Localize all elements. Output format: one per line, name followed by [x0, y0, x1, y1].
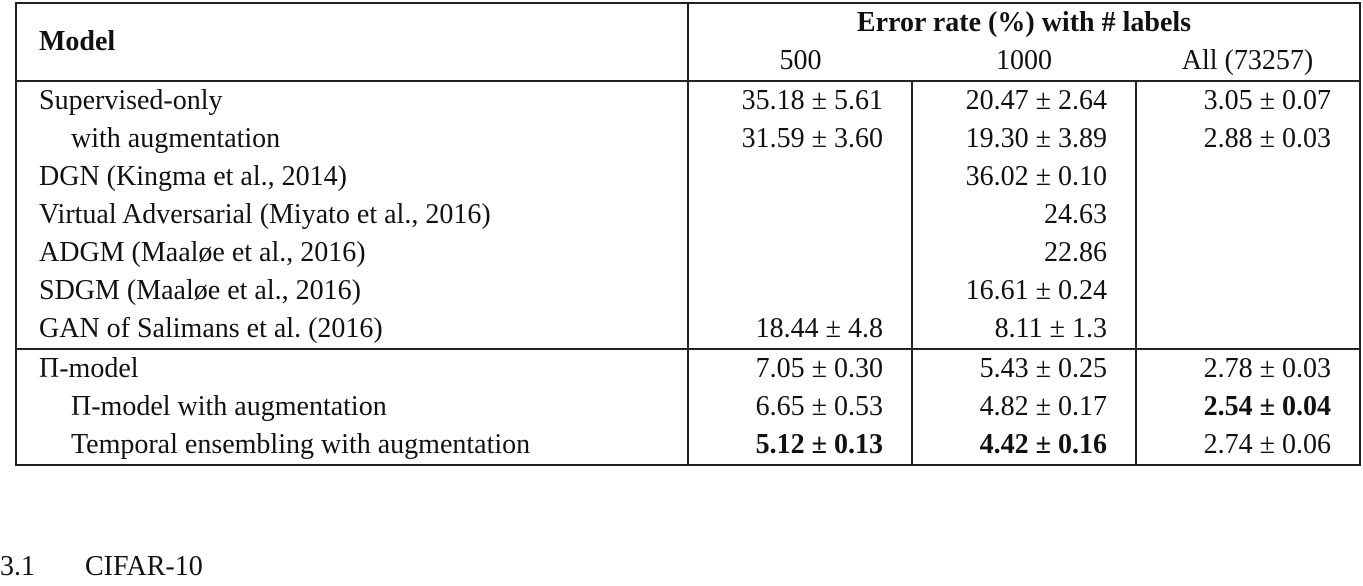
result-cell: 35.18 ± 5.61	[688, 81, 913, 120]
result-cell: 2.54 ± 0.04	[1203, 391, 1331, 422]
model-name: with augmentation	[16, 120, 689, 158]
result-cell	[1136, 272, 1360, 310]
section-heading: 3.1 CIFAR-10	[0, 548, 203, 586]
result-cell: 2.74 ± 0.06	[1203, 429, 1331, 460]
result-cell: 2.78 ± 0.03	[1136, 348, 1360, 388]
result-cell	[1136, 234, 1360, 272]
result-cell: 22.86	[912, 234, 1137, 272]
result-cell: 24.63	[912, 196, 1137, 234]
result-cell: 6.65 ± 0.53	[688, 388, 913, 426]
table-row: Π-model 7.05 ± 0.30 5.43 ± 0.25 2.78 ± 0.03	[16, 348, 1360, 388]
model-name: GAN of Salimans et al. (2016)	[16, 310, 689, 349]
result-cell: 16.61 ± 0.24	[912, 272, 1137, 310]
result-cell: 4.82 ± 0.17	[912, 388, 1137, 426]
table-row: Π-model with augmentation 6.65 ± 0.53 4.82…	[16, 388, 1360, 426]
section-number: 3.1	[0, 551, 35, 582]
column-header-row: 500 1000 All (73257)	[16, 42, 1360, 82]
result-cell	[1136, 310, 1360, 349]
result-cell: 18.44 ± 4.8	[688, 310, 913, 349]
table-body: Supervised-only 35.18 ± 5.61 20.47 ± 2.64 3…	[16, 81, 1360, 465]
header-row: Model Error rate (%) with # labels	[16, 3, 1360, 82]
table-row: Temporal ensembling with augmentation 5.1…	[16, 426, 1360, 465]
result-cell: 36.02 ± 0.10	[912, 158, 1137, 196]
result-cell	[1136, 158, 1360, 196]
model-header: Model	[16, 3, 689, 82]
table-row: with augmentation 31.59 ± 3.60 19.30 ± 3.8…	[16, 120, 1360, 158]
model-name: ADGM (Maaløe et al., 2016)	[16, 234, 689, 272]
result-cell: 31.59 ± 3.60	[688, 120, 913, 158]
result-cell: 20.47 ± 2.64	[912, 81, 1137, 120]
result-cell: 5.12 ± 0.13	[688, 426, 913, 465]
model-name: SDGM (Maaløe et al., 2016)	[16, 272, 689, 310]
results-table: Model Error rate (%) with # labels 500 1…	[15, 2, 1361, 466]
table-row: Supervised-only 35.18 ± 5.61 20.47 ± 2.64 3…	[16, 81, 1360, 120]
result-cell: 5.43 ± 0.25	[912, 348, 1137, 388]
model-name: Π-model	[16, 348, 689, 388]
table-row: DGN (Kingma et al., 2014) 36.02 ± 0.10	[16, 158, 1360, 196]
result-cell: 3.05 ± 0.07	[1203, 85, 1331, 116]
model-name: Virtual Adversarial (Miyato et al., 2016…	[16, 196, 689, 234]
model-name: DGN (Kingma et al., 2014)	[16, 158, 689, 196]
result-cell: 2.88 ± 0.03	[1203, 123, 1331, 154]
result-cell	[688, 196, 913, 234]
table-row: Virtual Adversarial (Miyato et al., 2016…	[16, 196, 1360, 234]
result-cell: 8.11 ± 1.3	[912, 310, 1137, 349]
result-cell: 19.30 ± 3.89	[912, 120, 1137, 158]
model-name: Π-model with augmentation	[16, 388, 689, 426]
result-cell	[688, 234, 913, 272]
table-row: ADGM (Maaløe et al., 2016) 22.86	[16, 234, 1360, 272]
column-header: 500	[688, 42, 912, 82]
result-cell: 4.42 ± 0.16	[912, 426, 1137, 465]
result-cell: 7.05 ± 0.30	[688, 348, 913, 388]
section-title: CIFAR-10	[85, 551, 203, 582]
group-header: Error rate (%) with # labels	[856, 7, 1192, 38]
table-row: GAN of Salimans et al. (2016) 18.44 ± 4.8…	[16, 310, 1360, 349]
result-cell	[688, 272, 913, 310]
column-header: 1000	[912, 42, 1136, 82]
result-cell	[688, 158, 913, 196]
table-row: SDGM (Maaløe et al., 2016) 16.61 ± 0.24	[16, 272, 1360, 310]
column-header: All (73257)	[1136, 42, 1360, 82]
model-name: Supervised-only	[16, 81, 689, 120]
result-cell	[1136, 196, 1360, 234]
model-name: Temporal ensembling with augmentation	[16, 426, 689, 465]
